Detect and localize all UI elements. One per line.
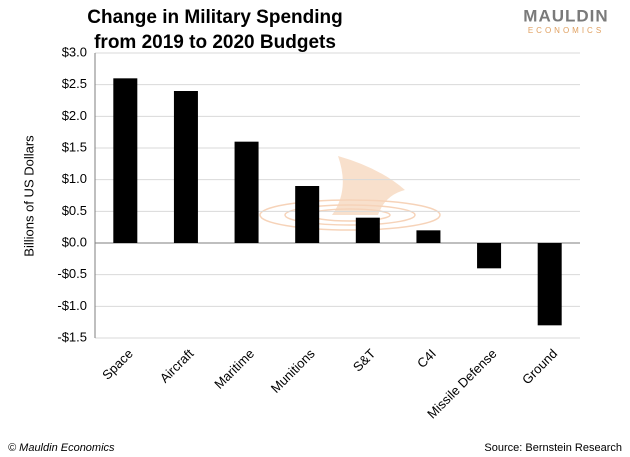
bar <box>295 186 320 243</box>
bar <box>537 243 562 326</box>
source: Source: Bernstein Research <box>484 442 622 454</box>
bar <box>477 243 502 269</box>
logo: ECONOMICS <box>528 26 604 35</box>
y-tick-label: -$1.0 <box>57 298 87 313</box>
y-tick-label: $3.0 <box>62 44 87 59</box>
x-tick-label: C4I <box>414 346 439 371</box>
chart-title: Change in Military Spending <box>87 7 342 28</box>
y-tick-label: $2.0 <box>62 108 87 123</box>
x-tick-label: S&T <box>350 346 379 375</box>
x-tick-label: Space <box>99 346 136 383</box>
bar <box>234 141 259 243</box>
y-tick-label: -$1.5 <box>57 329 87 344</box>
y-axis-label: Billions of US Dollars <box>21 135 36 257</box>
logo: MAULDIN <box>523 6 608 25</box>
y-tick-label: $0.5 <box>62 203 87 218</box>
y-tick-label: $1.5 <box>62 139 87 154</box>
x-tick-label: Munitions <box>268 346 318 396</box>
copyright: © Mauldin Economics <box>8 442 115 454</box>
chart-title: from 2019 to 2020 Budgets <box>94 32 336 53</box>
watermark <box>259 156 441 231</box>
x-tick-label: Maritime <box>211 346 257 392</box>
y-tick-label: $2.5 <box>62 76 87 91</box>
x-tick-label: Aircraft <box>157 346 197 386</box>
bar <box>416 230 441 243</box>
y-tick-label: -$0.5 <box>57 266 87 281</box>
y-tick-label: $1.0 <box>62 171 87 186</box>
x-tick-label: Ground <box>519 346 560 387</box>
bar <box>173 91 198 243</box>
y-tick-label: $0.0 <box>62 234 87 249</box>
bar <box>355 217 380 243</box>
bar <box>113 78 138 243</box>
